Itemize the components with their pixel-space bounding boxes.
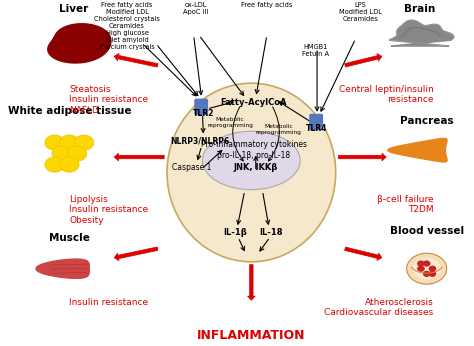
Text: Pro-inflammatory cytokines
pro-IL-1β, pro-IL-18: Pro-inflammatory cytokines pro-IL-1β, pr…: [201, 140, 307, 160]
Text: Insulin resistance: Insulin resistance: [69, 298, 148, 307]
Circle shape: [413, 258, 440, 279]
Circle shape: [74, 135, 94, 150]
Ellipse shape: [167, 83, 336, 262]
Text: Free fatty acids: Free fatty acids: [241, 2, 292, 8]
Text: Fatty-AcylCoA: Fatty-AcylCoA: [220, 98, 287, 107]
Text: Blood vessel: Blood vessel: [390, 226, 464, 236]
Circle shape: [418, 266, 424, 271]
Circle shape: [60, 135, 79, 150]
Text: Brain: Brain: [404, 4, 436, 15]
Text: Caspase 1: Caspase 1: [172, 163, 211, 172]
Circle shape: [429, 266, 436, 271]
FancyBboxPatch shape: [310, 115, 322, 129]
Polygon shape: [48, 24, 111, 63]
Text: White adipose tissue: White adipose tissue: [8, 106, 131, 116]
Circle shape: [60, 157, 79, 172]
Polygon shape: [36, 259, 89, 278]
Text: Metabolic
reprogramming: Metabolic reprogramming: [207, 117, 253, 128]
Text: JNK, IKKβ: JNK, IKKβ: [234, 163, 278, 172]
Circle shape: [52, 146, 72, 161]
Text: TLR2: TLR2: [193, 109, 215, 118]
FancyBboxPatch shape: [195, 99, 208, 115]
Circle shape: [429, 272, 436, 276]
Text: INFLAMMATION: INFLAMMATION: [197, 329, 306, 342]
Text: Central leptin/insulin
resistance: Central leptin/insulin resistance: [338, 85, 433, 104]
Text: IL-1β: IL-1β: [223, 228, 247, 237]
Circle shape: [424, 272, 430, 276]
Text: Steatosis
Insulin resistance
NAFLD: Steatosis Insulin resistance NAFLD: [69, 85, 148, 115]
Circle shape: [67, 146, 87, 161]
Text: ox-LDL
ApoC III: ox-LDL ApoC III: [183, 2, 209, 16]
Text: Liver: Liver: [59, 4, 88, 15]
Text: Lipolysis
Insulin resistance
Obesity: Lipolysis Insulin resistance Obesity: [69, 195, 148, 225]
Text: Free fatty acids
Modified LDL
Cholesterol crystals
Ceramides
High glucose
Islet : Free fatty acids Modified LDL Cholestero…: [94, 2, 160, 51]
Text: IL-18: IL-18: [260, 228, 283, 237]
Polygon shape: [389, 20, 454, 46]
Circle shape: [424, 261, 430, 266]
Text: β-cell failure
T2DM: β-cell failure T2DM: [377, 195, 433, 214]
Circle shape: [45, 157, 64, 172]
Text: HMGB1
Fetuin A: HMGB1 Fetuin A: [302, 44, 329, 57]
Polygon shape: [388, 138, 447, 162]
Circle shape: [407, 253, 447, 284]
Text: Atherosclerosis
Cardiovascular diseases: Atherosclerosis Cardiovascular diseases: [324, 298, 433, 317]
Circle shape: [418, 261, 424, 266]
Circle shape: [45, 135, 64, 150]
Text: NLRP3/NLRP6: NLRP3/NLRP6: [171, 136, 230, 145]
Text: Metabolic
reprogramming: Metabolic reprogramming: [256, 125, 302, 135]
Text: Pancreas: Pancreas: [400, 116, 454, 126]
Ellipse shape: [202, 131, 300, 190]
Text: Muscle: Muscle: [49, 233, 90, 243]
Text: TLR4: TLR4: [306, 124, 328, 133]
Text: LPS
Modified LDL
Ceramides: LPS Modified LDL Ceramides: [338, 2, 382, 22]
